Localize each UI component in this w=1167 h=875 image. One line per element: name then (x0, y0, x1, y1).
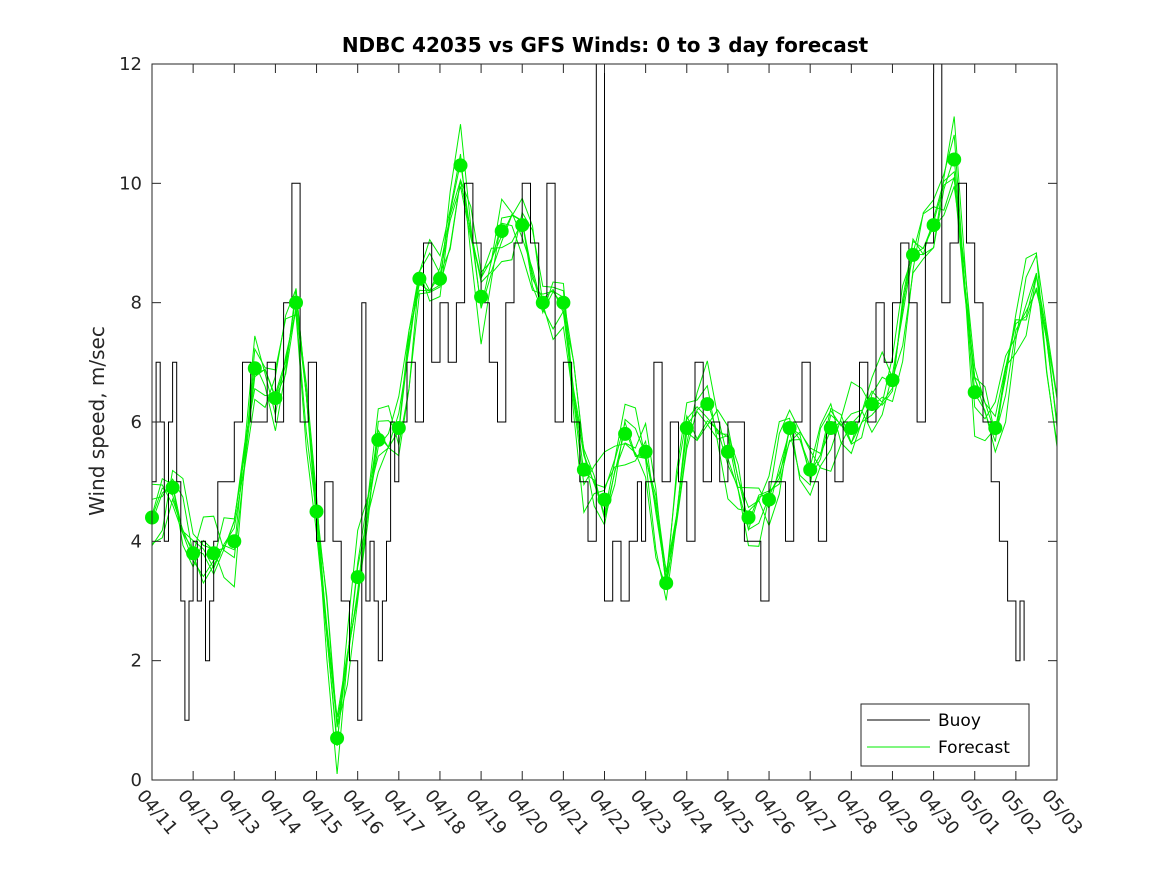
forecast-marker (453, 158, 468, 173)
forecast-marker (494, 224, 509, 239)
y-tick-label: 10 (119, 173, 142, 194)
forecast-marker (638, 444, 653, 459)
forecast-marker (659, 576, 674, 591)
forecast-marker (371, 432, 386, 447)
forecast-marker (844, 421, 859, 435)
buoy-series-layer (152, 63, 1025, 721)
legend-box (860, 703, 1030, 767)
forecast-marker (474, 289, 489, 304)
y-tick-label: 2 (131, 651, 142, 672)
legend: Buoy Forecast (860, 703, 1030, 767)
forecast-marker (350, 570, 365, 585)
legend-label-buoy: Buoy (938, 711, 981, 731)
forecast-marker (720, 444, 735, 459)
forecast-marker (679, 421, 694, 435)
forecast-marker (885, 373, 900, 388)
forecast-marker (947, 152, 962, 167)
forecast-marker (618, 426, 633, 441)
forecast-marker (330, 731, 345, 746)
forecast-marker (906, 247, 920, 262)
forecast-marker (186, 546, 201, 561)
forecast-marker (268, 391, 283, 406)
forecast-marker (556, 295, 571, 310)
forecast-marker (597, 492, 612, 507)
forecast-marker (988, 421, 1003, 435)
y-tick-label: 0 (131, 770, 142, 791)
forecast-marker (165, 480, 180, 495)
forecast-marker (864, 397, 879, 412)
forecast-marker (823, 421, 838, 435)
forecast-marker (803, 462, 818, 477)
forecast-marker (433, 271, 447, 286)
forecast-marker (535, 295, 550, 310)
y-tick-label: 8 (131, 293, 142, 314)
forecast-marker (762, 492, 776, 507)
forecast-marker (206, 546, 221, 561)
forecast-marker (391, 421, 406, 435)
y-axis-ticks: 0 2 4 6 8 10 12 (119, 54, 1057, 791)
forecast-marker (576, 462, 591, 477)
forecast-marker (309, 504, 324, 519)
forecast-marker (247, 361, 262, 376)
y-tick-label: 6 (131, 412, 142, 433)
y-axis-label: Wind speed, m/sec (85, 326, 109, 516)
forecast-marker (412, 271, 427, 286)
forecast-marker (926, 218, 941, 233)
forecast-marker (289, 295, 303, 310)
y-tick-label: 12 (119, 54, 142, 75)
forecast-marker (782, 421, 797, 435)
chart-title: NDBC 42035 vs GFS Winds: 0 to 3 day fore… (342, 33, 869, 57)
forecast-marker (741, 510, 756, 525)
legend-label-forecast: Forecast (938, 738, 1010, 758)
y-tick-label: 4 (131, 531, 142, 552)
forecast-marker (227, 534, 242, 549)
forecast-marker (515, 218, 530, 233)
forecast-marker (700, 397, 715, 412)
forecast-marker (967, 385, 982, 400)
buoy-line (152, 63, 1025, 721)
